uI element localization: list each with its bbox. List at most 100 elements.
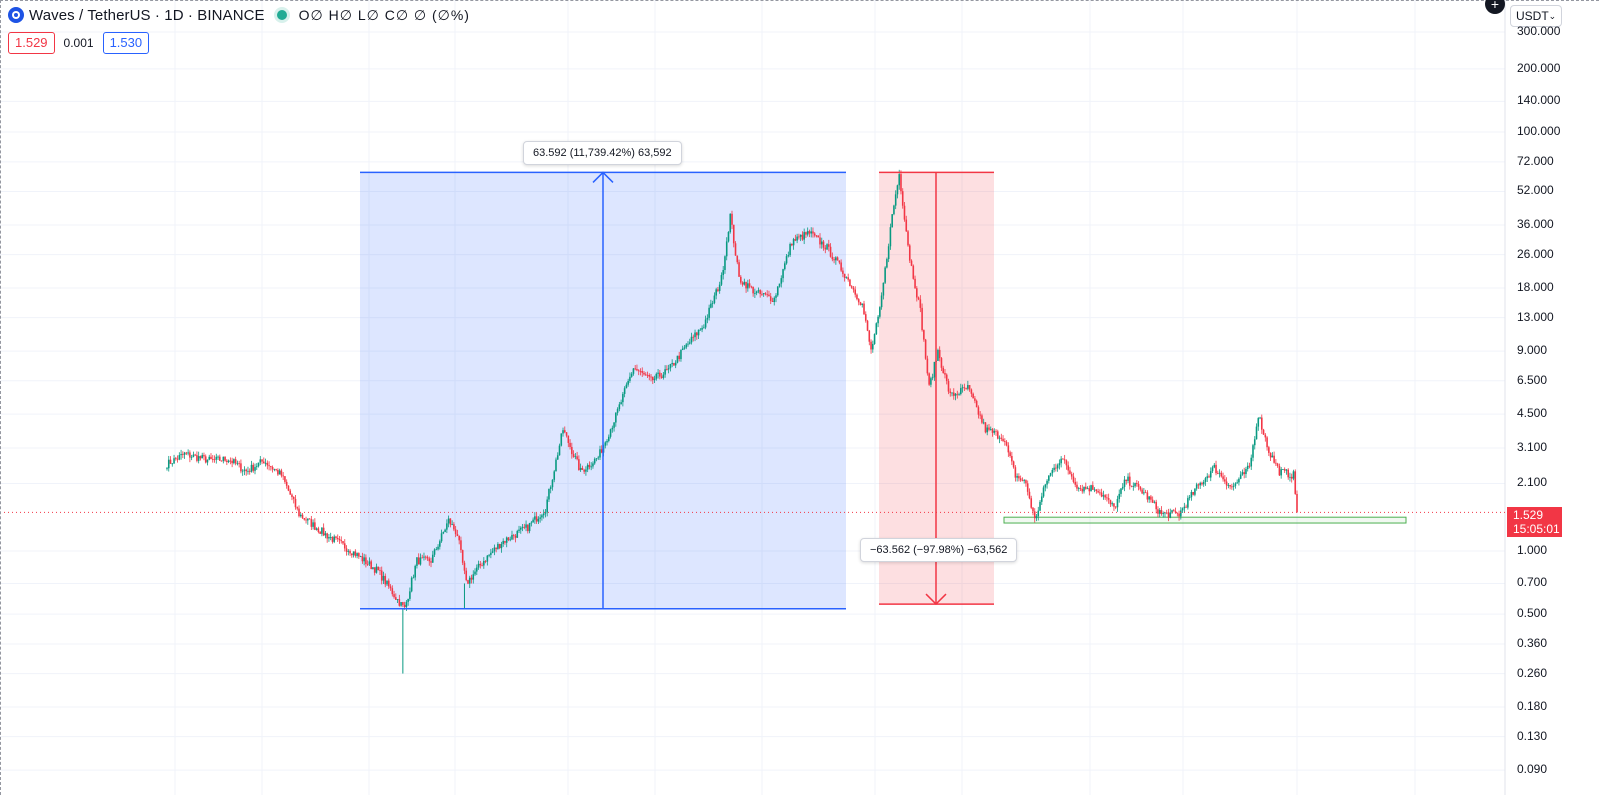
candle-body	[465, 570, 468, 581]
bid-ask-row: 1.529 0.001 1.530	[8, 32, 150, 54]
buy-price-button[interactable]: 1.530	[102, 32, 150, 54]
candle-body	[958, 393, 960, 395]
candle-body	[1202, 481, 1205, 485]
candle-body	[518, 529, 520, 532]
candle-body	[505, 537, 508, 543]
market-status-icon[interactable]	[276, 10, 287, 20]
candle-body	[750, 286, 753, 288]
candle-body	[1192, 491, 1194, 495]
candle-body	[650, 376, 652, 378]
candle-body	[1236, 482, 1238, 484]
candle-body	[1292, 471, 1295, 479]
candle-body	[864, 314, 867, 321]
candle-body	[391, 588, 394, 595]
candle-body	[870, 341, 872, 350]
sell-price-button[interactable]: 1.529	[8, 32, 55, 54]
candle-body	[627, 380, 629, 385]
last-price-badge: 1.529 15:05:01	[1507, 507, 1562, 537]
candle-body	[975, 400, 978, 408]
candle-body	[842, 270, 844, 274]
candle-body	[1120, 488, 1122, 494]
candle-body	[697, 329, 700, 336]
candle-body	[623, 388, 626, 394]
candle-body	[981, 415, 983, 423]
candle-body	[1209, 471, 1212, 478]
candle-body	[435, 549, 438, 551]
candle-body	[292, 497, 295, 499]
candle-body	[257, 462, 260, 467]
candle-body	[1218, 472, 1221, 474]
symbol-title[interactable]: Waves / TetherUS · 1D · BINANCE	[29, 6, 265, 24]
candle-body	[1062, 458, 1064, 460]
candle-body	[615, 412, 617, 423]
candle-body	[808, 231, 811, 234]
currency-select[interactable]: USDT ⌄	[1510, 5, 1562, 27]
candle-body	[789, 244, 791, 256]
candle-body	[548, 488, 550, 500]
candle-body	[877, 316, 879, 324]
candle-body	[1169, 512, 1172, 518]
candle-body	[180, 454, 182, 456]
candle-body	[299, 514, 302, 517]
candle-body	[1278, 465, 1281, 476]
candle-body	[1174, 511, 1177, 513]
candle-body	[732, 224, 735, 244]
candle-body	[254, 467, 256, 471]
candle-body	[562, 430, 564, 434]
bar-countdown: 15:05:01	[1513, 522, 1560, 536]
candle-body	[347, 550, 350, 552]
candle-body	[171, 463, 174, 465]
candle-body	[301, 514, 304, 519]
add-plus-icon[interactable]: +	[1485, 0, 1505, 14]
price-axis-tick: 300.000	[1517, 24, 1561, 39]
candle-body	[407, 598, 409, 602]
candle-body	[743, 281, 746, 285]
candle-body	[1197, 484, 1200, 486]
candle-body	[868, 330, 871, 342]
price-axis-tick: 18.000	[1517, 280, 1554, 295]
candle-body	[924, 339, 927, 359]
candle-body	[446, 523, 448, 530]
candle-body	[1109, 499, 1112, 505]
candle-body	[400, 602, 402, 606]
candle-body	[294, 498, 297, 508]
candle-body	[583, 469, 585, 472]
down-measure-label[interactable]: −63.562 (−97.98%) −63,562	[860, 538, 1018, 562]
candle-body	[248, 470, 251, 472]
candle-body	[291, 494, 293, 498]
candle-body	[275, 469, 277, 470]
candle-body	[321, 527, 323, 534]
candle-body	[523, 526, 526, 528]
price-axis-tick: 0.360	[1517, 635, 1548, 650]
candle-body	[516, 531, 519, 538]
candle-body	[785, 256, 788, 264]
candle-body	[421, 557, 424, 559]
candle-body	[1060, 458, 1062, 464]
candle-body	[910, 260, 913, 266]
candle-body	[1204, 478, 1207, 482]
candle-body	[688, 342, 691, 344]
candle-body	[1158, 510, 1161, 514]
candle-body	[671, 363, 673, 365]
candle-body	[250, 464, 253, 472]
candle-body	[701, 327, 703, 330]
candle-body	[474, 571, 476, 575]
candle-body	[386, 580, 388, 585]
candle-body	[780, 278, 783, 284]
candle-body	[1056, 465, 1059, 469]
candle-body	[287, 485, 290, 491]
candle-body	[968, 385, 971, 390]
candle-body	[268, 465, 270, 467]
candle-body	[409, 591, 411, 599]
candle-body	[444, 529, 446, 532]
candle-body	[1162, 513, 1165, 514]
candle-body	[544, 512, 547, 514]
candle-body	[859, 302, 862, 305]
candle-body	[879, 307, 881, 317]
candle-body	[488, 554, 490, 556]
candle-body	[833, 259, 835, 261]
candle-body	[945, 374, 948, 382]
up-measure-label[interactable]: 63.592 (11,739.42%) 63,592	[523, 141, 682, 165]
candle-body	[173, 458, 175, 464]
